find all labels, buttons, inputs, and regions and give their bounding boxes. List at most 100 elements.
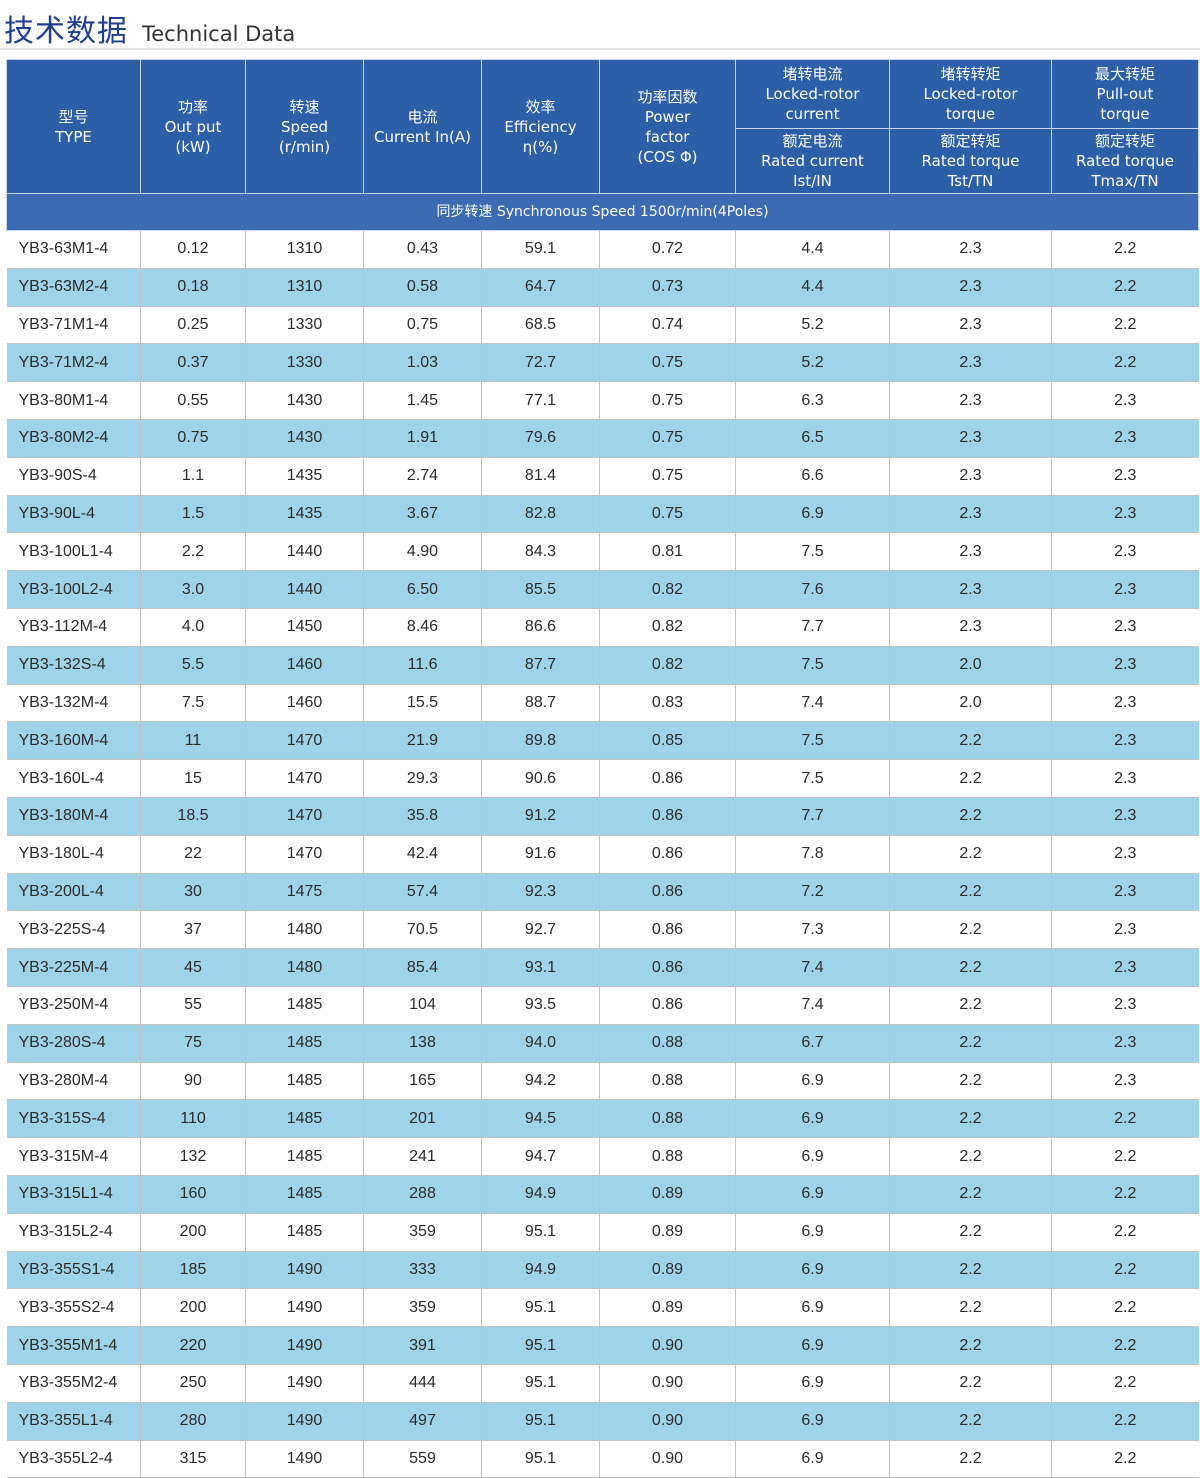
cell-output: 7.5: [140, 684, 246, 723]
cell-type: YB3-80M2-4: [6, 419, 141, 458]
cell-output: 4.0: [140, 608, 246, 647]
cell-type: YB3-90S-4: [6, 457, 141, 496]
cell-current: 241: [363, 1137, 482, 1176]
cell-current: 333: [363, 1251, 482, 1290]
header-speed: 转速 Speed (r/min): [245, 59, 364, 194]
cell-current: 104: [363, 986, 482, 1025]
cell-output: 75: [140, 1024, 246, 1063]
cell-type: YB3-180L-4: [6, 835, 141, 874]
cell-efficiency: 92.7: [481, 910, 600, 950]
cell-tmax-tn: 2.2: [1051, 1251, 1199, 1290]
cell-current: 70.5: [363, 910, 482, 950]
cell-speed: 1430: [245, 419, 364, 458]
cell-speed: 1490: [245, 1440, 364, 1478]
cell-efficiency: 95.1: [481, 1440, 600, 1478]
cell-tmax-tn: 2.3: [1051, 986, 1199, 1025]
cell-efficiency: 84.3: [481, 532, 600, 572]
cell-tst-tn: 2.3: [889, 532, 1052, 572]
cell-output: 3.0: [140, 570, 246, 609]
cell-tmax-tn: 2.2: [1051, 1099, 1199, 1139]
cell-type: YB3-315M-4: [6, 1137, 141, 1176]
cell-current: 8.46: [363, 608, 482, 647]
cell-tmax-tn: 2.3: [1051, 797, 1199, 836]
cell-output: 37: [140, 910, 246, 950]
header-type: 型号 TYPE: [6, 59, 141, 194]
cell-type: YB3-200L-4: [6, 873, 141, 912]
cell-output: 280: [140, 1402, 246, 1441]
cell-speed: 1330: [245, 306, 364, 345]
cell-output: 0.18: [140, 268, 246, 307]
table-row: YB3-90L-4 1.5 1435 3.67 82.8 0.75 6.9 2.3 2.3: [6, 495, 1199, 534]
cell-output: 2.2: [140, 532, 246, 572]
cell-speed: 1440: [245, 570, 364, 609]
cell-tmax-tn: 2.2: [1051, 1213, 1199, 1252]
cell-power-factor: 0.89: [599, 1251, 736, 1290]
cell-ist-in: 6.7: [735, 1024, 890, 1063]
cell-tst-tn: 2.2: [889, 873, 1052, 912]
cell-tmax-tn: 2.2: [1051, 1326, 1199, 1365]
cell-type: YB3-160M-4: [6, 721, 141, 761]
cell-speed: 1310: [245, 268, 364, 307]
cell-ist-in: 6.3: [735, 381, 890, 420]
cell-tst-tn: 2.3: [889, 306, 1052, 345]
cell-ist-in: 4.4: [735, 230, 890, 269]
cell-speed: 1490: [245, 1251, 364, 1290]
cell-efficiency: 93.5: [481, 986, 600, 1025]
cell-speed: 1470: [245, 759, 364, 798]
cell-tst-tn: 2.2: [889, 721, 1052, 761]
cell-power-factor: 0.86: [599, 910, 736, 950]
cell-ist-in: 6.9: [735, 1137, 890, 1176]
cell-tst-tn: 2.2: [889, 1402, 1052, 1441]
cell-ist-in: 7.2: [735, 873, 890, 912]
cell-speed: 1450: [245, 608, 364, 647]
cell-power-factor: 0.88: [599, 1062, 736, 1101]
cell-type: YB3-180M-4: [6, 797, 141, 836]
table-row: YB3-315L2-4 200 1485 359 95.1 0.89 6.9 2.2 2.2: [6, 1213, 1199, 1252]
cell-type: YB3-90L-4: [6, 495, 141, 534]
table-row: YB3-112M-4 4.0 1450 8.46 86.6 0.82 7.7 2.3 2.3: [6, 608, 1199, 647]
cell-efficiency: 86.6: [481, 608, 600, 647]
cell-output: 0.25: [140, 306, 246, 345]
cell-tmax-tn: 2.2: [1051, 1364, 1199, 1403]
cell-tmax-tn: 2.3: [1051, 419, 1199, 458]
cell-efficiency: 94.0: [481, 1024, 600, 1063]
table-row: YB3-160M-4 11 1470 21.9 89.8 0.85 7.5 2.2 2.3: [6, 721, 1199, 761]
cell-speed: 1485: [245, 986, 364, 1025]
cell-efficiency: 77.1: [481, 381, 600, 420]
cell-tmax-tn: 2.3: [1051, 759, 1199, 798]
cell-type: YB3-250M-4: [6, 986, 141, 1025]
cell-power-factor: 0.86: [599, 759, 736, 798]
cell-power-factor: 0.89: [599, 1213, 736, 1252]
cell-current: 11.6: [363, 646, 482, 685]
cell-current: 444: [363, 1364, 482, 1403]
cell-tmax-tn: 2.2: [1051, 1175, 1199, 1214]
cell-speed: 1485: [245, 1213, 364, 1252]
cell-speed: 1470: [245, 835, 364, 874]
cell-speed: 1485: [245, 1062, 364, 1101]
cell-output: 315: [140, 1440, 246, 1478]
cell-efficiency: 94.7: [481, 1137, 600, 1176]
cell-current: 29.3: [363, 759, 482, 798]
cell-tst-tn: 2.2: [889, 1213, 1052, 1252]
cell-efficiency: 95.1: [481, 1364, 600, 1403]
cell-tmax-tn: 2.3: [1051, 873, 1199, 912]
cell-efficiency: 88.7: [481, 684, 600, 723]
technical-data-table: 型号 TYPE 功率 Out put (kW) 转速 Speed (r/min)…: [6, 59, 1199, 1478]
header-output: 功率 Out put (kW): [140, 59, 246, 194]
table-row: YB3-315L1-4 160 1485 288 94.9 0.89 6.9 2.2 2.2: [6, 1175, 1199, 1214]
table-row: YB3-90S-4 1.1 1435 2.74 81.4 0.75 6.6 2.3 2.3: [6, 457, 1199, 496]
cell-tst-tn: 2.2: [889, 835, 1052, 874]
cell-ist-in: 7.4: [735, 684, 890, 723]
cell-tst-tn: 2.3: [889, 381, 1052, 420]
cell-power-factor: 0.86: [599, 948, 736, 987]
cell-power-factor: 0.89: [599, 1288, 736, 1328]
cell-current: 15.5: [363, 684, 482, 723]
cell-current: 359: [363, 1213, 482, 1252]
cell-efficiency: 59.1: [481, 230, 600, 269]
cell-power-factor: 0.74: [599, 306, 736, 345]
cell-output: 55: [140, 986, 246, 1025]
cell-ist-in: 5.2: [735, 306, 890, 345]
cell-tmax-tn: 2.3: [1051, 684, 1199, 723]
cell-power-factor: 0.90: [599, 1440, 736, 1478]
cell-efficiency: 64.7: [481, 268, 600, 307]
